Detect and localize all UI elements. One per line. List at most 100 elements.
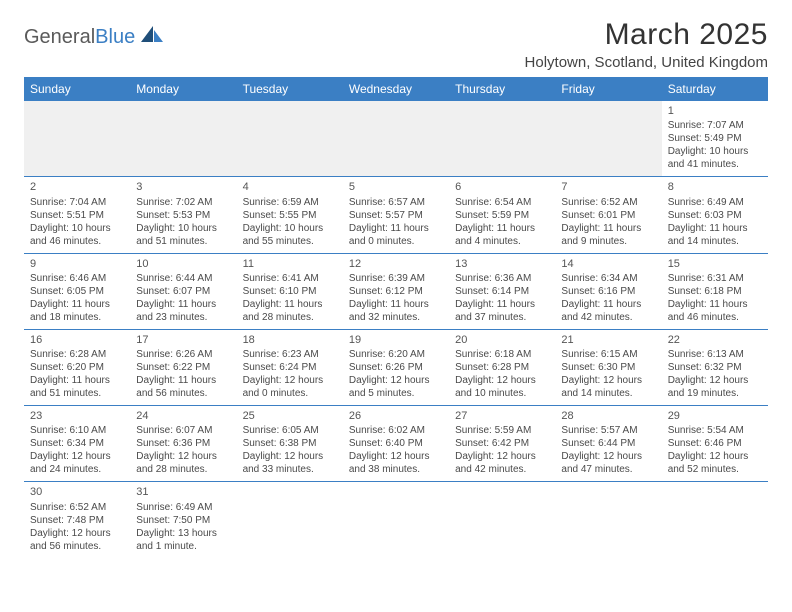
calendar-cell	[130, 101, 236, 177]
sunset-text: Sunset: 6:32 PM	[668, 361, 762, 374]
calendar-week: 9Sunrise: 6:46 AMSunset: 6:05 PMDaylight…	[24, 253, 768, 329]
calendar-week: 30Sunrise: 6:52 AMSunset: 7:48 PMDayligh…	[24, 482, 768, 558]
sunset-text: Sunset: 5:51 PM	[30, 209, 124, 222]
sunset-text: Sunset: 6:36 PM	[136, 437, 230, 450]
sunrise-text: Sunrise: 6:52 AM	[30, 501, 124, 514]
calendar-cell: 21Sunrise: 6:15 AMSunset: 6:30 PMDayligh…	[555, 329, 661, 405]
calendar-cell: 18Sunrise: 6:23 AMSunset: 6:24 PMDayligh…	[237, 329, 343, 405]
daylight-text: Daylight: 12 hours	[668, 374, 762, 387]
day-header: Wednesday	[343, 77, 449, 101]
calendar-cell: 29Sunrise: 5:54 AMSunset: 6:46 PMDayligh…	[662, 406, 768, 482]
sunrise-text: Sunrise: 6:57 AM	[349, 196, 443, 209]
day-number: 29	[668, 409, 762, 423]
daylight-text: and 42 minutes.	[561, 311, 655, 324]
daylight-text: Daylight: 11 hours	[455, 298, 549, 311]
daylight-text: and 55 minutes.	[243, 235, 337, 248]
day-number: 27	[455, 409, 549, 423]
day-number: 25	[243, 409, 337, 423]
daylight-text: Daylight: 12 hours	[243, 450, 337, 463]
daylight-text: and 56 minutes.	[136, 387, 230, 400]
calendar-cell: 1Sunrise: 7:07 AMSunset: 5:49 PMDaylight…	[662, 101, 768, 177]
sunset-text: Sunset: 6:44 PM	[561, 437, 655, 450]
sunrise-text: Sunrise: 7:02 AM	[136, 196, 230, 209]
daylight-text: Daylight: 11 hours	[243, 298, 337, 311]
daylight-text: and 10 minutes.	[455, 387, 549, 400]
day-header: Thursday	[449, 77, 555, 101]
sunrise-text: Sunrise: 6:10 AM	[30, 424, 124, 437]
sunrise-text: Sunrise: 6:26 AM	[136, 348, 230, 361]
sunset-text: Sunset: 6:38 PM	[243, 437, 337, 450]
day-number: 26	[349, 409, 443, 423]
sunrise-text: Sunrise: 6:05 AM	[243, 424, 337, 437]
calendar-cell: 20Sunrise: 6:18 AMSunset: 6:28 PMDayligh…	[449, 329, 555, 405]
day-number: 15	[668, 257, 762, 271]
sunset-text: Sunset: 6:01 PM	[561, 209, 655, 222]
calendar-cell: 11Sunrise: 6:41 AMSunset: 6:10 PMDayligh…	[237, 253, 343, 329]
sunset-text: Sunset: 6:24 PM	[243, 361, 337, 374]
sunset-text: Sunset: 6:22 PM	[136, 361, 230, 374]
sunset-text: Sunset: 6:10 PM	[243, 285, 337, 298]
daylight-text: and 19 minutes.	[668, 387, 762, 400]
sunset-text: Sunset: 7:50 PM	[136, 514, 230, 527]
day-header: Tuesday	[237, 77, 343, 101]
daylight-text: and 38 minutes.	[349, 463, 443, 476]
daylight-text: and 28 minutes.	[136, 463, 230, 476]
calendar-cell	[343, 482, 449, 558]
daylight-text: Daylight: 11 hours	[561, 298, 655, 311]
day-number: 2	[30, 180, 124, 194]
sunrise-text: Sunrise: 6:18 AM	[455, 348, 549, 361]
day-number: 12	[349, 257, 443, 271]
daylight-text: Daylight: 12 hours	[30, 527, 124, 540]
daylight-text: and 14 minutes.	[668, 235, 762, 248]
daylight-text: and 46 minutes.	[668, 311, 762, 324]
daylight-text: and 23 minutes.	[136, 311, 230, 324]
page-title: March 2025	[525, 18, 768, 52]
daylight-text: Daylight: 11 hours	[668, 298, 762, 311]
day-header-row: Sunday Monday Tuesday Wednesday Thursday…	[24, 77, 768, 101]
calendar-cell: 10Sunrise: 6:44 AMSunset: 6:07 PMDayligh…	[130, 253, 236, 329]
daylight-text: Daylight: 10 hours	[136, 222, 230, 235]
calendar-cell	[237, 482, 343, 558]
sunrise-text: Sunrise: 6:49 AM	[668, 196, 762, 209]
daylight-text: and 4 minutes.	[455, 235, 549, 248]
sunrise-text: Sunrise: 6:52 AM	[561, 196, 655, 209]
day-number: 14	[561, 257, 655, 271]
calendar-cell: 14Sunrise: 6:34 AMSunset: 6:16 PMDayligh…	[555, 253, 661, 329]
calendar-table: Sunday Monday Tuesday Wednesday Thursday…	[24, 77, 768, 558]
sunset-text: Sunset: 6:34 PM	[30, 437, 124, 450]
daylight-text: and 9 minutes.	[561, 235, 655, 248]
calendar-cell: 12Sunrise: 6:39 AMSunset: 6:12 PMDayligh…	[343, 253, 449, 329]
sunrise-text: Sunrise: 6:07 AM	[136, 424, 230, 437]
sunrise-text: Sunrise: 6:41 AM	[243, 272, 337, 285]
sunrise-text: Sunrise: 6:31 AM	[668, 272, 762, 285]
daylight-text: Daylight: 12 hours	[561, 450, 655, 463]
daylight-text: and 51 minutes.	[30, 387, 124, 400]
sunrise-text: Sunrise: 7:07 AM	[668, 119, 762, 132]
calendar-cell: 7Sunrise: 6:52 AMSunset: 6:01 PMDaylight…	[555, 177, 661, 253]
calendar-week: 2Sunrise: 7:04 AMSunset: 5:51 PMDaylight…	[24, 177, 768, 253]
daylight-text: and 32 minutes.	[349, 311, 443, 324]
daylight-text: Daylight: 11 hours	[561, 222, 655, 235]
daylight-text: and 37 minutes.	[455, 311, 549, 324]
daylight-text: Daylight: 12 hours	[243, 374, 337, 387]
calendar-week: 16Sunrise: 6:28 AMSunset: 6:20 PMDayligh…	[24, 329, 768, 405]
calendar-cell: 26Sunrise: 6:02 AMSunset: 6:40 PMDayligh…	[343, 406, 449, 482]
daylight-text: and 47 minutes.	[561, 463, 655, 476]
day-number: 16	[30, 333, 124, 347]
sunrise-text: Sunrise: 6:34 AM	[561, 272, 655, 285]
calendar-cell	[555, 101, 661, 177]
calendar-cell: 31Sunrise: 6:49 AMSunset: 7:50 PMDayligh…	[130, 482, 236, 558]
sunrise-text: Sunrise: 6:59 AM	[243, 196, 337, 209]
calendar-cell: 28Sunrise: 5:57 AMSunset: 6:44 PMDayligh…	[555, 406, 661, 482]
sunrise-text: Sunrise: 6:13 AM	[668, 348, 762, 361]
calendar-cell: 25Sunrise: 6:05 AMSunset: 6:38 PMDayligh…	[237, 406, 343, 482]
calendar-cell: 6Sunrise: 6:54 AMSunset: 5:59 PMDaylight…	[449, 177, 555, 253]
calendar-cell	[555, 482, 661, 558]
calendar-cell: 17Sunrise: 6:26 AMSunset: 6:22 PMDayligh…	[130, 329, 236, 405]
sunset-text: Sunset: 5:55 PM	[243, 209, 337, 222]
day-number: 28	[561, 409, 655, 423]
sunset-text: Sunset: 6:46 PM	[668, 437, 762, 450]
day-number: 19	[349, 333, 443, 347]
day-number: 22	[668, 333, 762, 347]
day-number: 5	[349, 180, 443, 194]
